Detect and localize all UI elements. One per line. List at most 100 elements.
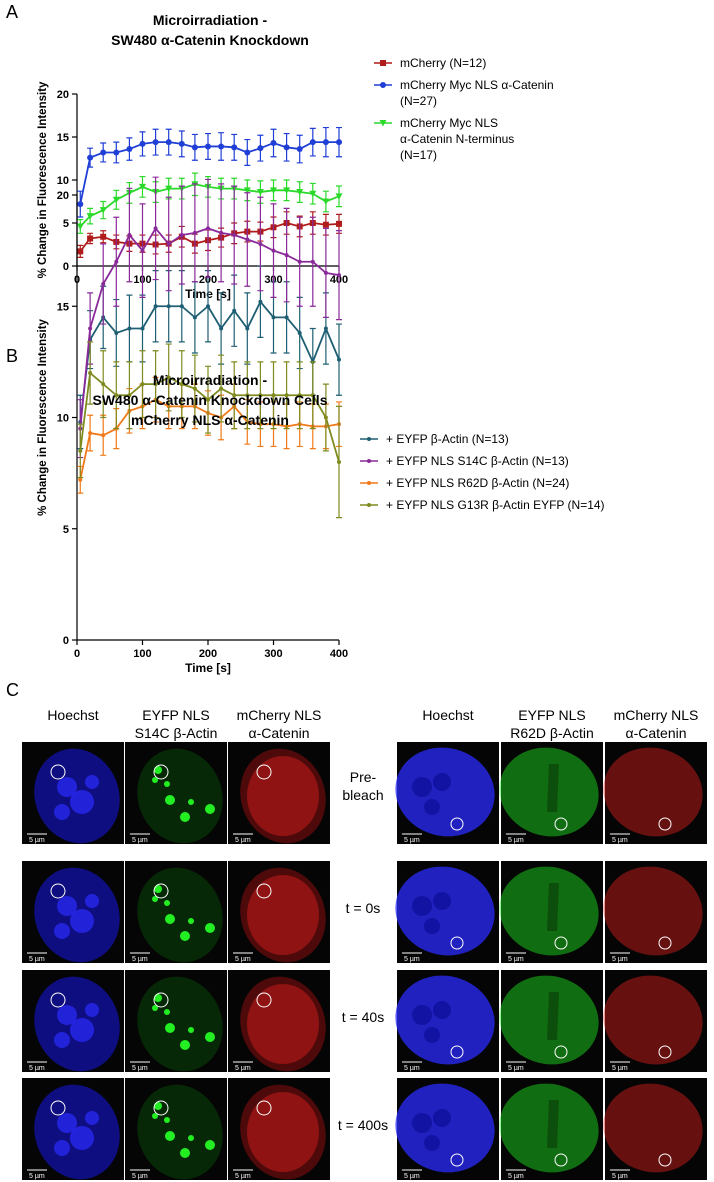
marker xyxy=(379,120,387,127)
column-header: Hoechst xyxy=(422,707,474,723)
speckle xyxy=(165,1131,175,1141)
marker xyxy=(153,226,158,231)
speckle xyxy=(180,1040,190,1050)
chromatin xyxy=(57,777,77,797)
marker xyxy=(335,193,343,200)
legend-item: + EYFP β-Actin (N=13) xyxy=(358,431,658,447)
speckle xyxy=(188,799,194,805)
nucleus xyxy=(603,866,703,956)
marker xyxy=(296,189,304,196)
y-tick-label: 5 xyxy=(63,218,69,230)
marker xyxy=(86,213,94,220)
micrograph: 5 µm xyxy=(125,970,227,1072)
bleach-spot xyxy=(554,1045,568,1059)
chromatin xyxy=(70,1018,94,1042)
marker xyxy=(323,326,328,331)
chromatin xyxy=(412,1113,432,1133)
marker xyxy=(284,253,289,258)
bleach-spot xyxy=(658,1153,672,1167)
legend-swatch xyxy=(360,437,378,441)
marker xyxy=(114,259,119,264)
scale-bar-label: 5 µm xyxy=(404,837,420,844)
micrograph: 5 µm xyxy=(22,970,124,1072)
scale-bar-label: 5 µm xyxy=(235,837,251,844)
marker xyxy=(192,386,197,391)
scale-bar-label: 5 µm xyxy=(29,1173,45,1180)
chromatin xyxy=(424,1027,440,1043)
legend-swatch xyxy=(374,82,392,88)
image-background xyxy=(605,1078,707,1180)
chromatin xyxy=(412,777,432,797)
nucleus xyxy=(395,747,495,837)
bleach-spot xyxy=(256,1100,272,1116)
marker xyxy=(99,207,107,214)
marker xyxy=(78,448,83,453)
marker xyxy=(258,393,263,398)
marker xyxy=(101,382,106,387)
legend-label: mCherry (N=12) xyxy=(400,56,487,70)
nucleus xyxy=(240,867,326,963)
speckle xyxy=(165,1023,175,1033)
row-label: t = 0s xyxy=(345,900,381,916)
marker xyxy=(219,386,224,391)
chromatin xyxy=(433,1001,451,1019)
row-label: t = 40s xyxy=(341,1009,385,1025)
speckle xyxy=(165,914,175,924)
speckle xyxy=(164,900,170,906)
speckle xyxy=(164,1117,170,1123)
marker xyxy=(218,143,225,150)
marker xyxy=(337,460,341,464)
micrograph: 5 µm xyxy=(22,742,124,844)
nucleus xyxy=(240,748,326,844)
nucleus xyxy=(603,1083,703,1173)
speckle xyxy=(154,994,162,1002)
chromatin xyxy=(424,1135,440,1151)
micrograph: 5 µm xyxy=(395,861,499,963)
scale-bar-label: 5 µm xyxy=(235,956,251,963)
chromatin xyxy=(85,894,99,908)
bleach-spot xyxy=(658,936,672,950)
chromatin xyxy=(85,775,99,789)
y-tick-label: 10 xyxy=(57,175,69,187)
marker xyxy=(367,481,371,485)
marker xyxy=(206,226,210,231)
nucleus xyxy=(395,1083,495,1173)
marker xyxy=(140,382,145,387)
legend-label: mCherry Myc NLS α-Catenin N-terminus (N=… xyxy=(400,116,515,162)
chart-title: Microirradiation - SW480 α-Catenin Knock… xyxy=(92,372,328,428)
scale-bar-label: 5 µm xyxy=(29,956,45,963)
marker xyxy=(165,185,173,193)
chromatin xyxy=(424,918,440,934)
chromatin xyxy=(57,896,77,916)
bleach-spot xyxy=(50,992,66,1008)
speckle xyxy=(205,1140,215,1150)
speckle xyxy=(180,1148,190,1158)
y-tick-label: 5 xyxy=(63,524,69,536)
legend-swatch xyxy=(374,60,392,66)
column-header: mCherry NLS α-Catenin xyxy=(236,707,322,741)
scale-bar-label: 5 µm xyxy=(132,956,148,963)
marker xyxy=(112,196,120,204)
bleach-spot xyxy=(153,992,169,1008)
marker xyxy=(101,282,106,286)
marker xyxy=(337,273,341,278)
chromatin xyxy=(85,1003,99,1017)
dark-region xyxy=(547,1100,559,1148)
scale-bar-label: 5 µm xyxy=(235,1065,251,1072)
marker xyxy=(127,393,132,398)
bleach-spot xyxy=(450,1153,464,1167)
marker xyxy=(101,433,106,438)
marker xyxy=(140,248,145,253)
chromatin xyxy=(57,1005,77,1025)
legend-label: + EYFP NLS R62D β-Actin (N=24) xyxy=(386,476,570,490)
dark-region xyxy=(547,764,559,812)
marker xyxy=(165,139,172,146)
micrograph: 5 µm xyxy=(499,861,603,963)
marker xyxy=(153,382,158,387)
marker xyxy=(245,393,250,398)
image-background xyxy=(125,861,227,963)
marker xyxy=(367,503,371,507)
legend: mCherry (N=12) mCherry Myc NLS α-Catenin … xyxy=(372,55,612,169)
bleach-spot xyxy=(658,817,672,831)
